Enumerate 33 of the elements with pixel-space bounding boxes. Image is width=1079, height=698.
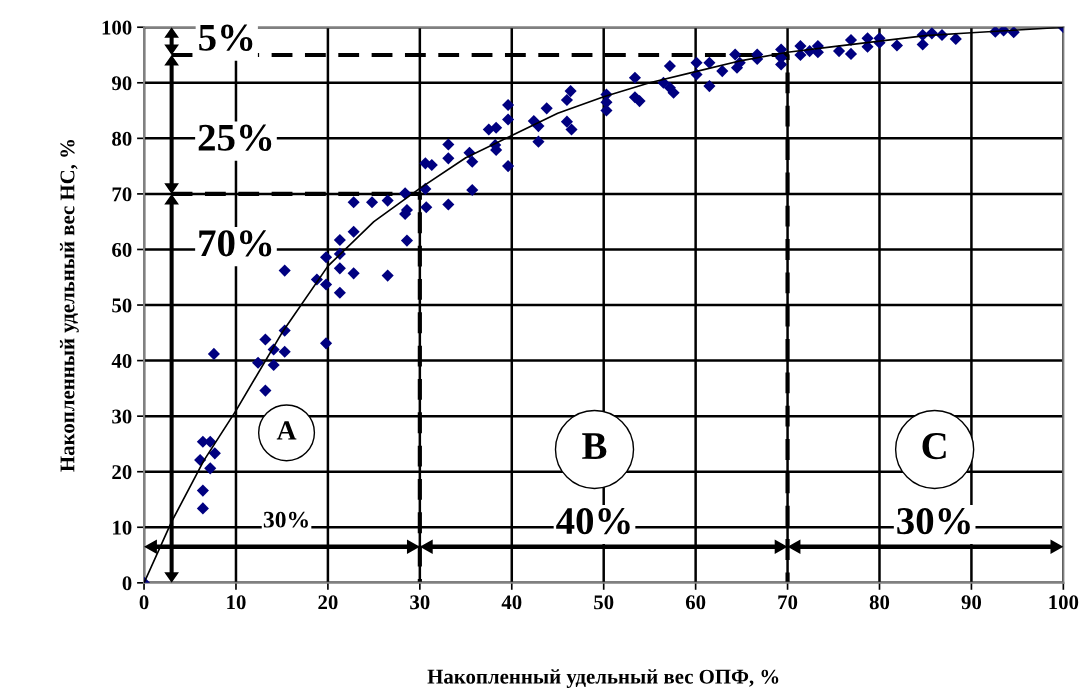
x-tick-label: 100 [1049, 595, 1079, 610]
y-tick-label: 20 [112, 465, 132, 480]
annotation: 25% [198, 124, 272, 151]
x-tick-label: 10 [227, 595, 246, 610]
y-tick-label: 70 [112, 187, 132, 202]
annotation: C [922, 433, 946, 460]
x-tick-label: 60 [685, 595, 706, 610]
x-tick-label: 90 [961, 595, 982, 610]
annotation: 70% [199, 230, 272, 257]
annotation: A [276, 421, 297, 440]
x-tick-label: 80 [869, 595, 890, 610]
x-tick-label: 40 [501, 595, 522, 610]
y-tick-label: 0 [122, 576, 132, 591]
annotation: 5% [199, 24, 253, 51]
annotation: 30% [897, 507, 970, 535]
y-tick-label: 30 [112, 409, 132, 424]
x-tick-label: 0 [139, 595, 149, 610]
x-axis-title: Накопленный удельный вес ОПФ, % [427, 669, 779, 688]
y-tick-label: 50 [112, 298, 132, 313]
y-tick-label: 80 [112, 131, 132, 146]
annotation: 40% [556, 507, 630, 535]
x-tick-label: 70 [778, 595, 798, 610]
annotation: B [582, 433, 607, 459]
x-tick-label: 50 [594, 595, 614, 610]
annotation: 30% [263, 511, 308, 528]
y-tick-label: 60 [112, 242, 132, 257]
y-tick-label: 40 [111, 353, 132, 369]
x-tick-label: 30 [410, 595, 430, 610]
x-tick-label: 20 [318, 595, 338, 610]
y-tick-label: 90 [111, 76, 132, 91]
y-tick-label: 10 [113, 520, 132, 535]
y-axis-title: Накопленный удельный вес НС, % [59, 140, 79, 472]
y-tick-label: 100 [102, 20, 132, 35]
